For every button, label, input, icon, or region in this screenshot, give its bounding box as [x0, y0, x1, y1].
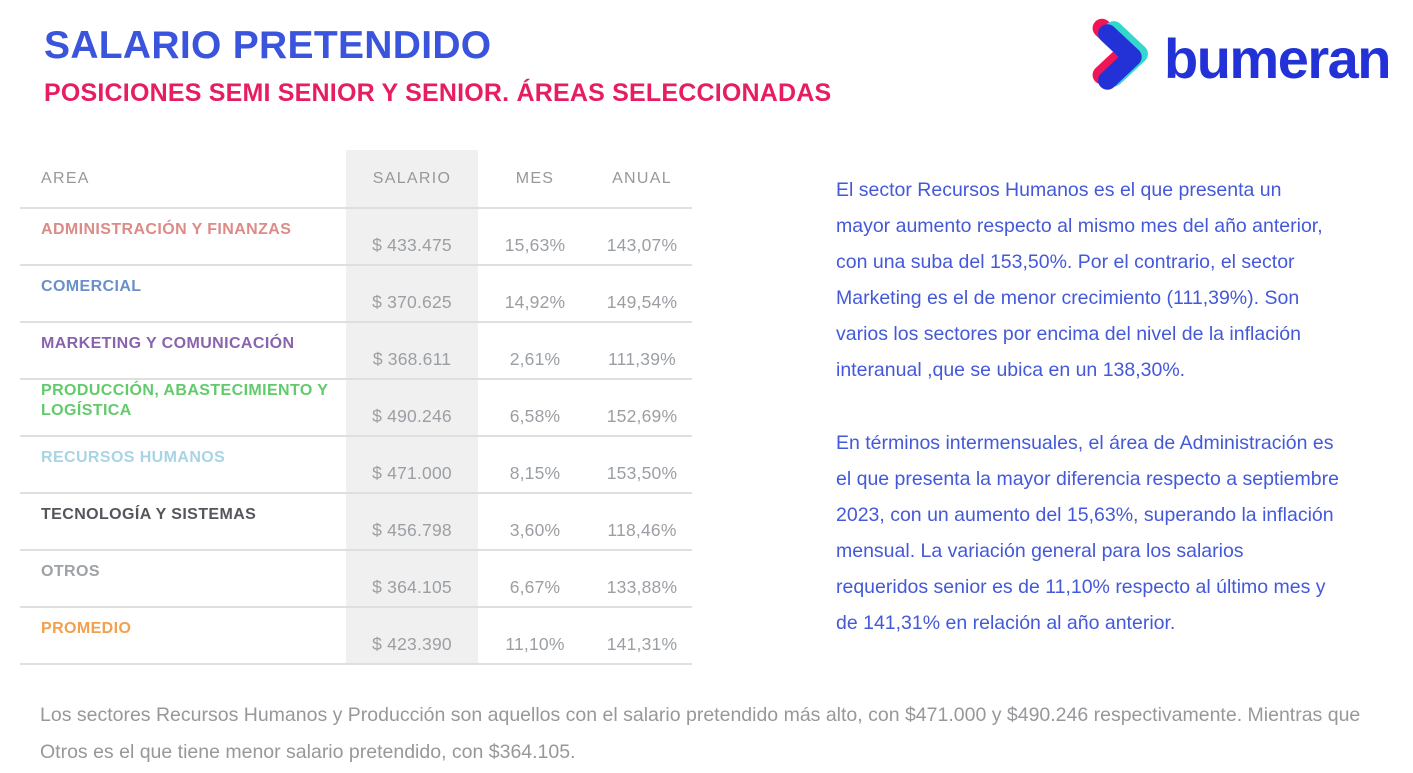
column-header-area: AREA	[41, 169, 90, 187]
anual-value: 152,69%	[606, 406, 678, 426]
anual-value: 141,31%	[606, 634, 678, 654]
table-row: PROMEDIO $ 423.390 11,10% 141,31%	[20, 608, 692, 665]
salario-value: $ 364.105	[346, 551, 478, 606]
table-row: MARKETING Y COMUNICACIÓN $ 368.611 2,61%…	[20, 323, 692, 380]
area-label: OTROS	[41, 563, 100, 580]
table-row: COMERCIAL $ 370.625 14,92% 149,54%	[20, 266, 692, 323]
mes-value: 8,15%	[509, 463, 561, 483]
mes-value: 3,60%	[509, 520, 561, 540]
table-row: ADMINISTRACIÓN Y FINANZAS $ 433.475 15,6…	[20, 209, 692, 266]
mes-value: 6,58%	[509, 406, 561, 426]
anual-value: 133,88%	[606, 577, 678, 597]
table-row: PRODUCCIÓN, ABASTECIMIENTO Y LOGÍSTICA $…	[20, 380, 692, 437]
analysis-paragraph-2: En términos intermensuales, el área de A…	[836, 432, 1339, 634]
column-header-mes: MES	[515, 169, 555, 187]
area-label: ADMINISTRACIÓN Y FINANZAS	[41, 221, 292, 238]
anual-value: 143,07%	[606, 235, 678, 255]
area-label: PRODUCCIÓN, ABASTECIMIENTO Y LOGÍSTICA	[41, 382, 329, 419]
table-row: RECURSOS HUMANOS $ 471.000 8,15% 153,50%	[20, 437, 692, 494]
bumeran-wordmark: bumeran	[1164, 27, 1392, 90]
salario-value: $ 456.798	[346, 494, 478, 549]
anual-value: 111,39%	[608, 349, 676, 369]
anual-value: 149,54%	[606, 292, 678, 312]
bumeran-logo: bumeran	[1084, 16, 1392, 98]
column-header-anual: ANUAL	[612, 169, 672, 187]
area-label: COMERCIAL	[41, 278, 142, 295]
salary-table: AREA SALARIO MES ANUAL ADMINISTRACIÓN Y …	[20, 150, 692, 665]
table-row: OTROS $ 364.105 6,67% 133,88%	[20, 551, 692, 608]
anual-value: 153,50%	[606, 463, 678, 483]
area-label: PROMEDIO	[41, 620, 132, 637]
salario-value: $ 490.246	[346, 380, 478, 435]
table-header-row: AREA SALARIO MES ANUAL	[20, 150, 692, 209]
salario-value: $ 370.625	[346, 266, 478, 321]
mes-value: 15,63%	[504, 235, 566, 255]
page-title: SALARIO PRETENDIDO	[44, 24, 492, 67]
area-label: RECURSOS HUMANOS	[41, 449, 226, 466]
mes-value: 11,10%	[505, 634, 565, 654]
area-label: TECNOLOGÍA Y SISTEMAS	[41, 506, 257, 523]
mes-value: 6,67%	[509, 577, 561, 597]
area-label: MARKETING Y COMUNICACIÓN	[41, 335, 295, 352]
salario-value: $ 471.000	[346, 437, 478, 492]
mes-value: 2,61%	[509, 349, 561, 369]
boomerang-icon	[1084, 16, 1162, 98]
anual-value: 118,46%	[607, 520, 677, 540]
page-subtitle: POSICIONES SEMI SENIOR Y SENIOR. ÁREAS S…	[44, 79, 832, 107]
salario-value: $ 368.611	[346, 323, 478, 378]
mes-value: 14,92%	[504, 292, 566, 312]
table-row: TECNOLOGÍA Y SISTEMAS $ 456.798 3,60% 11…	[20, 494, 692, 551]
salario-value: $ 433.475	[346, 209, 478, 264]
footer-note: Los sectores Recursos Humanos y Producci…	[40, 704, 1361, 763]
column-header-salario: SALARIO	[346, 150, 478, 207]
analysis-paragraph-1: El sector Recursos Humanos es el que pre…	[836, 179, 1323, 381]
analysis-text: El sector Recursos Humanos es el que pre…	[836, 172, 1340, 678]
salario-value: $ 423.390	[346, 608, 478, 663]
